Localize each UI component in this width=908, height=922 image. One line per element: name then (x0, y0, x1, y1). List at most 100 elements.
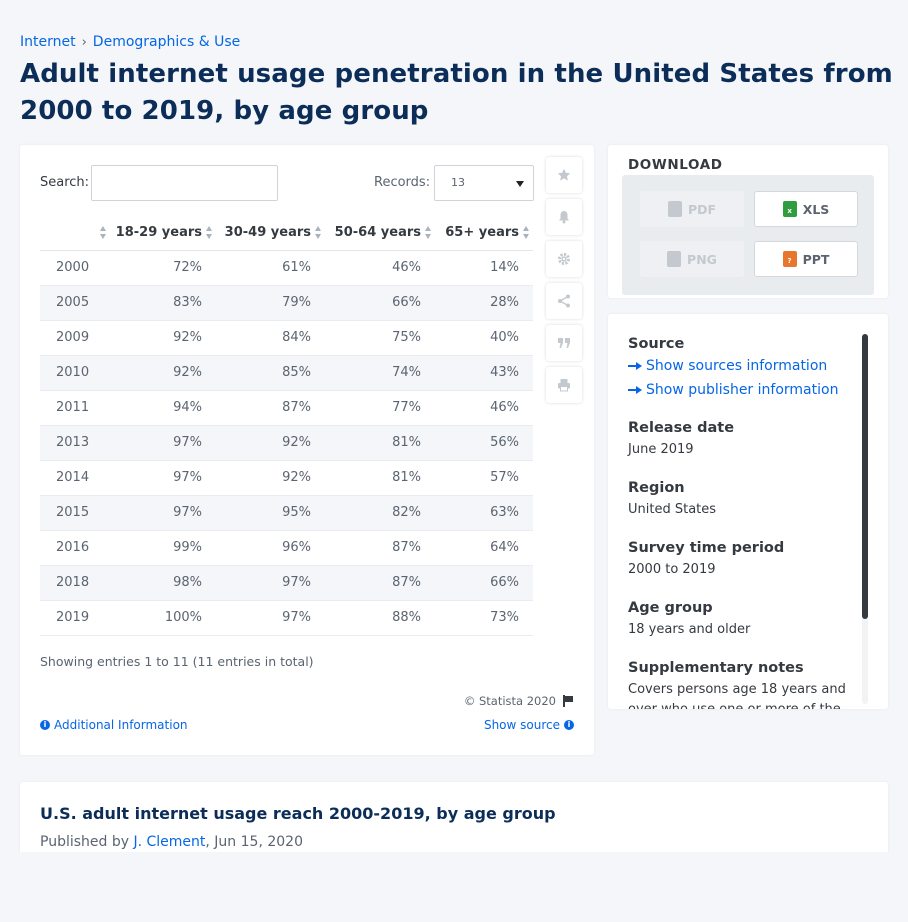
table-cell: 73% (435, 600, 533, 636)
print-button[interactable] (546, 367, 582, 403)
download-title: DOWNLOAD (628, 157, 723, 173)
table-cell: 77% (325, 390, 435, 426)
table-cell: 97% (216, 600, 325, 636)
table-cell: 79% (216, 285, 325, 321)
table-cell: 99% (110, 530, 216, 566)
records-select[interactable]: 13 (434, 165, 534, 201)
show-publisher-link[interactable]: Show publisher information (628, 380, 853, 400)
info-icon: i (40, 720, 50, 730)
breadcrumb-link-demographics[interactable]: Demographics & Use (92, 34, 241, 50)
table-cell: 64% (435, 530, 533, 566)
data-table: 18-29 years 30-49 years 50-64 years 65+ … (40, 215, 533, 636)
table-cell: 2018 (40, 565, 110, 601)
download-ppt-button[interactable]: ? PPT (754, 241, 858, 277)
table-row: 2010 92% 85% 74% 43% (40, 355, 533, 391)
table-cell: 97% (110, 460, 216, 496)
table-cell: 2015 (40, 495, 110, 531)
table-row: 2019 100% 97% 88% 73% (40, 600, 533, 636)
download-card: DOWNLOAD PDF x XLS PNG ? PPT (608, 145, 888, 298)
records-value: 13 (451, 176, 465, 189)
download-png-button[interactable]: PNG (640, 241, 744, 277)
breadcrumb-link-internet[interactable]: Internet (20, 34, 76, 50)
star-icon (557, 168, 571, 181)
table-cell: 97% (110, 495, 216, 531)
table-cell: 56% (435, 425, 533, 461)
share-button[interactable] (546, 283, 582, 319)
scrollbar-thumb[interactable] (862, 334, 868, 619)
table-row: 2000 72% 61% 46% 14% (40, 250, 533, 286)
age-group-label: Age group (628, 600, 713, 616)
notification-button[interactable] (546, 199, 582, 235)
table-cell: 97% (110, 425, 216, 461)
table-cell: 72% (110, 250, 216, 286)
arrow-right-icon (628, 385, 642, 395)
print-icon (558, 379, 570, 392)
table-cell: 92% (216, 460, 325, 496)
release-date-label: Release date (628, 420, 735, 436)
download-pdf-button[interactable]: PDF (640, 191, 744, 227)
search-label: Search: (40, 175, 90, 190)
table-cell: 97% (216, 565, 325, 601)
show-source-label: Show source (483, 718, 560, 732)
table-cell: 2009 (40, 320, 110, 356)
sort-icon (315, 226, 321, 240)
column-header-30-49[interactable]: 30-49 years (216, 215, 325, 251)
search-input[interactable] (91, 165, 278, 201)
cite-button[interactable] (546, 325, 582, 361)
show-source-link[interactable]: Show source i (484, 718, 574, 732)
table-cell: 66% (435, 565, 533, 601)
breadcrumb-separator: › (81, 34, 87, 50)
table-row: 2011 94% 87% 77% 46% (40, 390, 533, 426)
sort-icon (425, 226, 431, 240)
flag-icon[interactable] (562, 695, 574, 707)
additional-information-link[interactable]: i Additional Information (40, 718, 188, 732)
entries-info: Showing entries 1 to 11 (11 entries in t… (40, 654, 314, 669)
source-heading: Source (628, 336, 685, 352)
copyright: © Statista 2020 (464, 694, 574, 708)
column-header-18-29[interactable]: 18-29 years (110, 215, 216, 251)
table-row: 2016 99% 96% 87% 64% (40, 530, 533, 566)
region-label: Region (628, 480, 685, 496)
table-cell: 66% (325, 285, 435, 321)
age-group-value: 18 years and older (628, 622, 751, 637)
table-cell: 74% (325, 355, 435, 391)
table-cell: 84% (216, 320, 325, 356)
source-details: Source Show sources information Show pub… (628, 336, 853, 709)
show-sources-link[interactable]: Show sources information (628, 356, 853, 376)
table-cell: 94% (110, 390, 216, 426)
table-cell: 75% (325, 320, 435, 356)
bell-icon (559, 211, 569, 224)
author-link[interactable]: J. Clement (133, 834, 206, 850)
table-cell: 2016 (40, 530, 110, 566)
column-header-year[interactable] (40, 215, 110, 251)
table-cell: 95% (216, 495, 325, 531)
article-title: U.S. adult internet usage reach 2000-201… (40, 804, 556, 823)
table-cell: 2013 (40, 425, 110, 461)
table-cell: 87% (325, 565, 435, 601)
table-row: 2018 98% 97% 87% 66% (40, 565, 533, 601)
region-value: United States (628, 502, 717, 517)
table-cell: 88% (325, 600, 435, 636)
table-row: 2013 97% 92% 81% 56% (40, 425, 533, 461)
favorite-button[interactable] (546, 157, 582, 193)
download-xls-button[interactable]: x XLS (754, 191, 858, 227)
table-cell: 2005 (40, 285, 110, 321)
article-meta: Published by J. Clement, Jun 15, 2020 (40, 834, 303, 850)
release-date-value: June 2019 (628, 442, 694, 457)
table-cell: 92% (216, 425, 325, 461)
caret-down-icon (516, 181, 524, 187)
table-cell: 2000 (40, 250, 110, 286)
table-cell: 40% (435, 320, 533, 356)
info-icon: i (564, 720, 574, 730)
sort-icon (523, 226, 529, 240)
settings-button[interactable] (546, 241, 582, 277)
column-header-65-plus[interactable]: 65+ years (435, 215, 533, 251)
records-label: Records: (374, 175, 431, 190)
tool-bar (546, 157, 582, 409)
pdf-file-icon (667, 201, 682, 217)
table-cell: 87% (216, 390, 325, 426)
table-cell: 2011 (40, 390, 110, 426)
column-header-50-64[interactable]: 50-64 years (325, 215, 435, 251)
table-cell: 2010 (40, 355, 110, 391)
table-cell: 98% (110, 565, 216, 601)
